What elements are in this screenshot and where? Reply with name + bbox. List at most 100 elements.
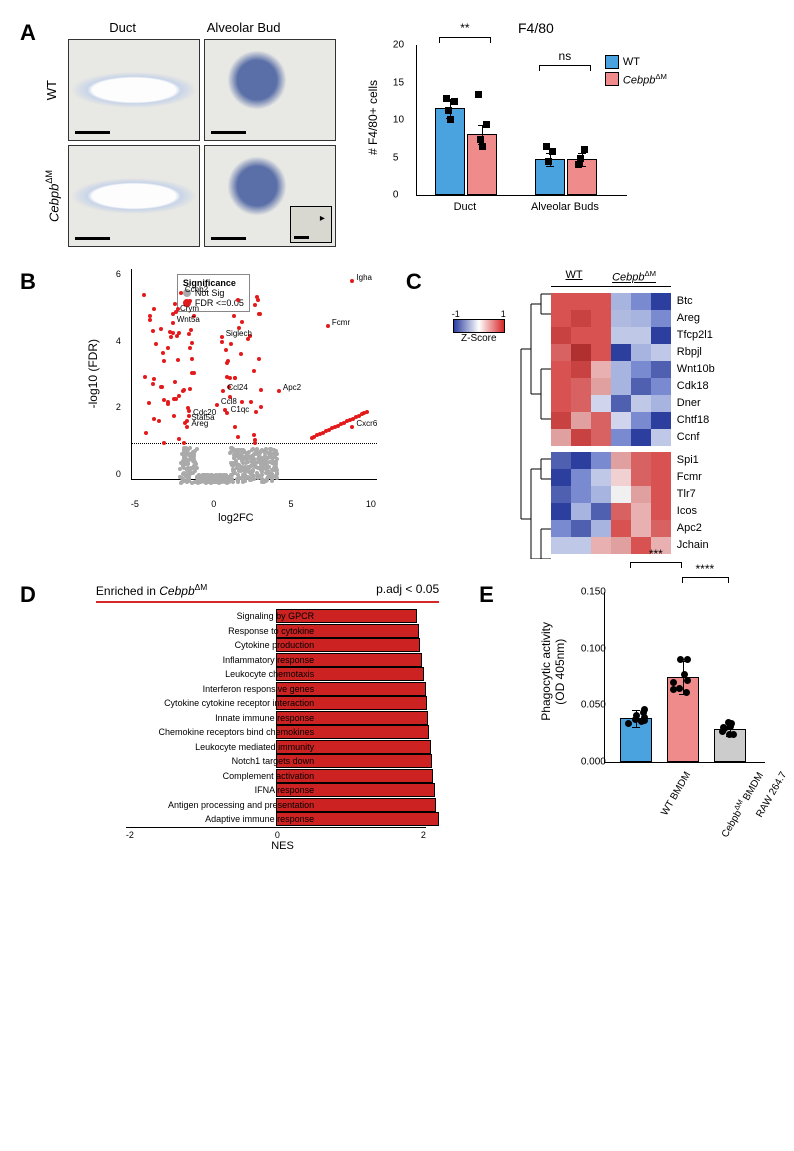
gene-label: Crym [180,304,199,313]
nes-row: Leukocyte mediated immunity [96,740,439,754]
heatmap-cell [611,344,631,361]
heatmap-cell [571,310,591,327]
nes-row: Interferon responsive genes [96,682,439,696]
heatmap-cell [651,344,671,361]
heatmap-cell [651,327,671,344]
volcano-point-sig [152,307,156,311]
volcano-point-sig [144,431,148,435]
heatmap-gene-label: Icos [677,505,697,517]
heatmap-cell [551,310,571,327]
panel-de-row: D Enriched in CebpbΔM p.adj < 0.05 Signa… [20,582,774,852]
volcano-point-sig [253,303,257,307]
nes-label: Chemokine receptors bind chemokines [144,727,314,737]
heatmap-cell [631,486,651,503]
heatmap-row: Jchain [551,537,715,554]
heatmap-cell [611,412,631,429]
nes-row: Cytokine production [96,638,439,652]
panel-d-label: D [20,582,36,608]
datapoint [477,136,484,143]
volcano-point [252,452,256,456]
gene-label: Areg [191,419,208,428]
volcano-point [273,455,277,459]
heatmap-row: Dner [551,395,715,412]
ytick: 0.150 [581,587,606,598]
nes-label: Leukocyte chemotaxis [144,669,314,679]
gene-label: Ccnb2 [185,285,208,294]
x-axis-ticks: -50510 [131,499,376,509]
volcano-point-sig [326,324,330,328]
heatmap-bottom-block: Spi1FcmrTlr7IcosApc2Jchain [551,452,715,554]
heatmap-cell [631,310,651,327]
heatmap-cell [551,361,571,378]
heatmap-cell [551,520,571,537]
heatmap-cell [651,378,671,395]
volcano-point [192,452,196,456]
nes-label: Innate immune response [144,713,314,723]
volcano-point [252,458,256,462]
datapoint [447,116,454,123]
volcano-point-sig [162,441,166,445]
volcano-point-sig [177,394,181,398]
y-axis-ticks: 0246 [116,269,121,479]
heatmap-row: Chtf18 [551,412,715,429]
ytick: 0.100 [581,643,606,654]
volcano-point-sig [189,328,193,332]
heatmap-cell [591,293,611,310]
nes-label: Notch1 targets down [144,756,314,766]
sig-bracket [539,65,591,71]
volcano-point [201,473,205,477]
sig-label: *** [649,547,663,561]
volcano-point [274,460,278,464]
nes-row: IFNA response [96,783,439,797]
volcano-point [240,459,244,463]
volcano-point [269,447,273,451]
volcano-point-sig [159,385,163,389]
volcano-point-sig [365,410,369,414]
volcano-point [230,473,234,477]
volcano-point [203,480,207,484]
heatmap-cell [611,503,631,520]
sig-label: **** [695,562,714,576]
heatmap-cell [551,537,571,554]
heatmap-row: Icos [551,503,715,520]
sig-label: ** [460,21,469,35]
volcano-point-sig [232,314,236,318]
heatmap-panel: -11 Z-Score WT CebpbΔM [452,269,715,564]
datapoint [543,143,550,150]
row-label-wt: WT [44,80,64,100]
volcano-point-sig [252,433,256,437]
heatmap-cell [591,378,611,395]
heatmap-cell [571,429,591,446]
volcano-point [223,480,227,484]
volcano-point-sig [350,279,354,283]
gene-label: Igha [356,273,372,282]
nes-title-right: p.adj < 0.05 [376,582,439,598]
nes-label: Cytokine production [144,640,314,650]
heatmap-gene-label: Cdk18 [677,380,709,392]
datapoint [443,95,450,102]
volcano-point [243,479,247,483]
volcano-point [264,458,268,462]
nes-label: Signaling by GPCR [144,611,314,621]
sig-bracket [682,577,729,583]
volcano-point [260,463,264,467]
volcano-point-sig [157,419,161,423]
heatmap-cell [571,395,591,412]
sig-label: ns [559,49,572,63]
heatmap-cell [631,520,651,537]
micro-row-wt: WT [44,39,336,141]
gene-label: Ccl24 [227,383,247,392]
micrograph-wt-duct [68,39,200,141]
heatmap-gene-label: Tfcp2l1 [677,329,713,341]
ytick: 0 [393,190,399,201]
heatmap-cell [611,537,631,554]
heatmap-cell [571,361,591,378]
heatmap-cell [651,412,671,429]
heatmap-cell [591,486,611,503]
heatmap-row: Apc2 [551,520,715,537]
heatmap-cell [631,429,651,446]
nes-label: Cytokine cytokine receptor interaction [144,698,314,708]
volcano-point-sig [239,352,243,356]
volcano-point-sig [186,406,190,410]
scalebar-icon [294,236,309,239]
